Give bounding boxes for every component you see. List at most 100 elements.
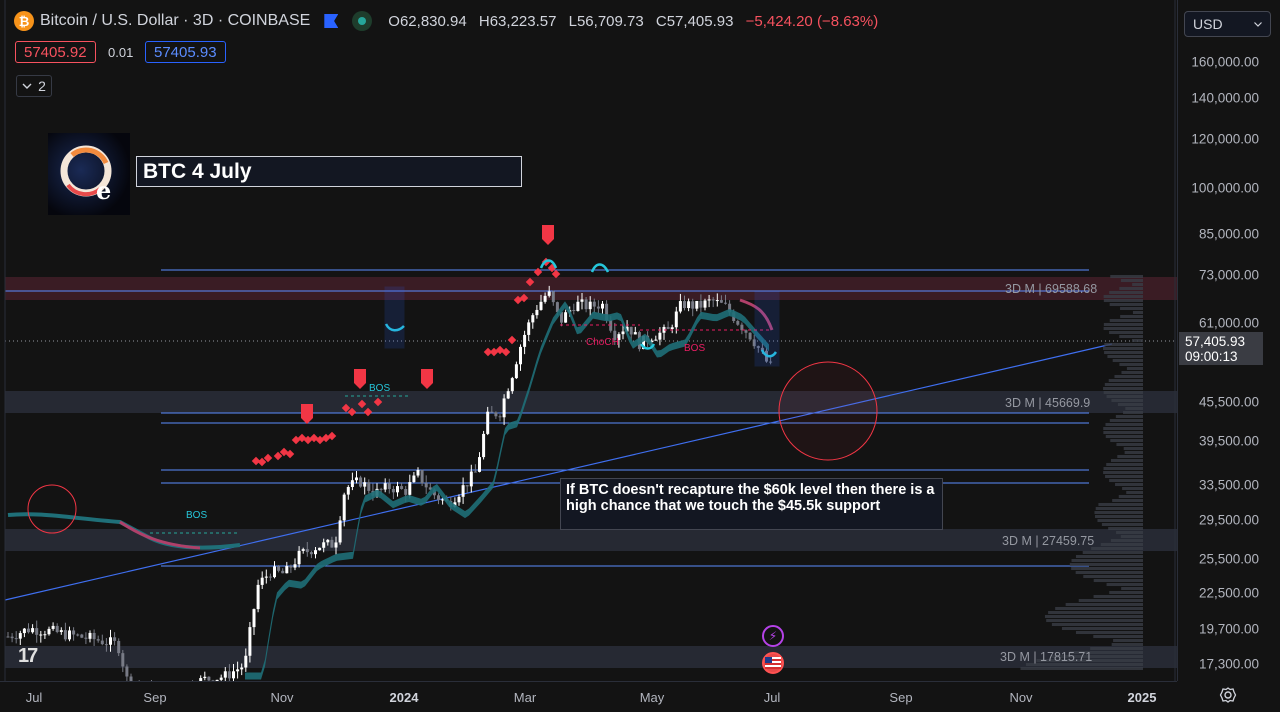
currency-select[interactable]: USD [1184, 11, 1271, 37]
author-logo: e [48, 133, 130, 215]
flag-icon[interactable] [324, 14, 339, 28]
candle-body [244, 655, 248, 668]
volume-profile-bar [1109, 419, 1143, 422]
volume-profile-bar [1051, 623, 1143, 626]
time-tick-label: Nov [270, 690, 294, 705]
volume-profile-bar [1106, 463, 1143, 466]
candle-body [18, 633, 22, 639]
candle-body [502, 398, 506, 418]
indicators-toggle-button[interactable]: 2 [16, 75, 52, 97]
candle-body [84, 637, 88, 639]
candle-body [691, 301, 695, 309]
volume-profile-bar [1121, 587, 1143, 590]
candle-body [601, 303, 604, 309]
candle-body [633, 332, 637, 335]
candle-body [305, 549, 309, 553]
signal-diamond [341, 403, 351, 413]
symbol-title[interactable]: Bitcoin / U.S. Dollar · 3D · COINBASE [40, 12, 311, 29]
candle-body [740, 324, 744, 331]
volume-profile-bar [1106, 395, 1143, 398]
volume-profile-bar [1103, 467, 1143, 470]
candle-body [76, 634, 80, 636]
candle-body [629, 326, 633, 335]
candle-body [297, 550, 301, 565]
swing-low-hook [384, 323, 405, 332]
volume-profile-bar [1105, 423, 1143, 426]
candle-body [510, 378, 514, 392]
tradingview-logo[interactable]: 17 [18, 645, 38, 667]
volume-profile-bar [1090, 647, 1143, 650]
candle-body [519, 346, 522, 365]
candle-body [703, 300, 707, 308]
candle-body [613, 330, 617, 340]
volume-profile-bar [1044, 615, 1143, 618]
candle-body [539, 301, 543, 310]
volume-profile-bar [1123, 447, 1143, 450]
candle-body [699, 300, 703, 308]
candle-body [744, 330, 748, 333]
candle-body [334, 542, 338, 548]
volume-profile-bar [1093, 579, 1143, 582]
volume-profile-bar [1126, 367, 1143, 370]
candle-body [769, 361, 773, 363]
trend-line [4, 343, 1113, 601]
candle-body [572, 310, 576, 312]
candle-body [605, 303, 609, 321]
buy-button[interactable]: 57405.93 [145, 41, 226, 63]
candle-body [359, 477, 363, 487]
price-tick-label: 100,000.00 [1191, 180, 1259, 196]
volume-profile-bar [1069, 651, 1143, 654]
volume-profile-bar [1111, 643, 1143, 646]
volume-profile-bar [1103, 427, 1143, 430]
annotation-note[interactable]: If BTC doesn't recapture the $60k level … [560, 478, 943, 530]
price-tick-label: 33,500.00 [1198, 477, 1259, 493]
candle-body [104, 644, 108, 646]
volume-profile-bar [1120, 315, 1143, 318]
candle-body [285, 566, 289, 574]
annotation-title[interactable]: BTC 4 July [136, 156, 522, 187]
candle-body [252, 609, 256, 628]
volume-profile-bar [1020, 667, 1143, 670]
volume-profile-bar [1109, 331, 1143, 334]
settings-icon[interactable] [1217, 684, 1239, 706]
time-axis[interactable]: Jul Sep Nov 2024 Mar May Jul Sep Nov 2025 [0, 681, 1177, 712]
volume-profile-bar [1097, 519, 1143, 522]
candle-body [43, 634, 47, 636]
candle-body [621, 331, 625, 335]
candle-body [752, 339, 756, 347]
highlight-box [384, 286, 405, 349]
candle-body [227, 671, 231, 679]
candle-body [88, 632, 92, 639]
candle-body [408, 482, 412, 495]
volume-profile-bar [1051, 655, 1143, 658]
candle-body [724, 302, 727, 304]
time-tick-label: Sep [143, 690, 167, 705]
candle-body [482, 433, 486, 458]
volume-profile-bar [1048, 611, 1143, 614]
volume-profile-bar [1110, 539, 1143, 542]
candle-body [383, 483, 387, 490]
candle-body [207, 676, 211, 681]
candle-body [547, 291, 551, 296]
candle-body [113, 637, 117, 641]
price-tick-label: 45,500.00 [1198, 394, 1259, 410]
volume-profile-bar [1075, 555, 1143, 558]
candle-body [260, 577, 264, 585]
candle-body [441, 499, 445, 501]
zone-27k [5, 529, 1177, 551]
signal-diamond [285, 449, 295, 459]
candle-body [240, 667, 244, 670]
bitcoin-icon[interactable]: ₿ [14, 11, 34, 31]
sell-button[interactable]: 57405.92 [15, 41, 96, 63]
volume-profile-bar [1117, 455, 1143, 458]
close-value: 57,405.93 [666, 12, 734, 30]
volume-profile-bar [1105, 435, 1143, 438]
volume-profile-bar [1124, 451, 1143, 454]
us-flag-event-icon[interactable] [762, 652, 784, 674]
candle-body [678, 301, 682, 312]
signal-diamond [363, 407, 373, 417]
lightning-event-icon[interactable]: ⚡ [762, 625, 784, 647]
volume-profile-bar [1120, 535, 1143, 538]
price-tick-label: 29,500.00 [1198, 512, 1259, 528]
candle-body [268, 576, 272, 578]
